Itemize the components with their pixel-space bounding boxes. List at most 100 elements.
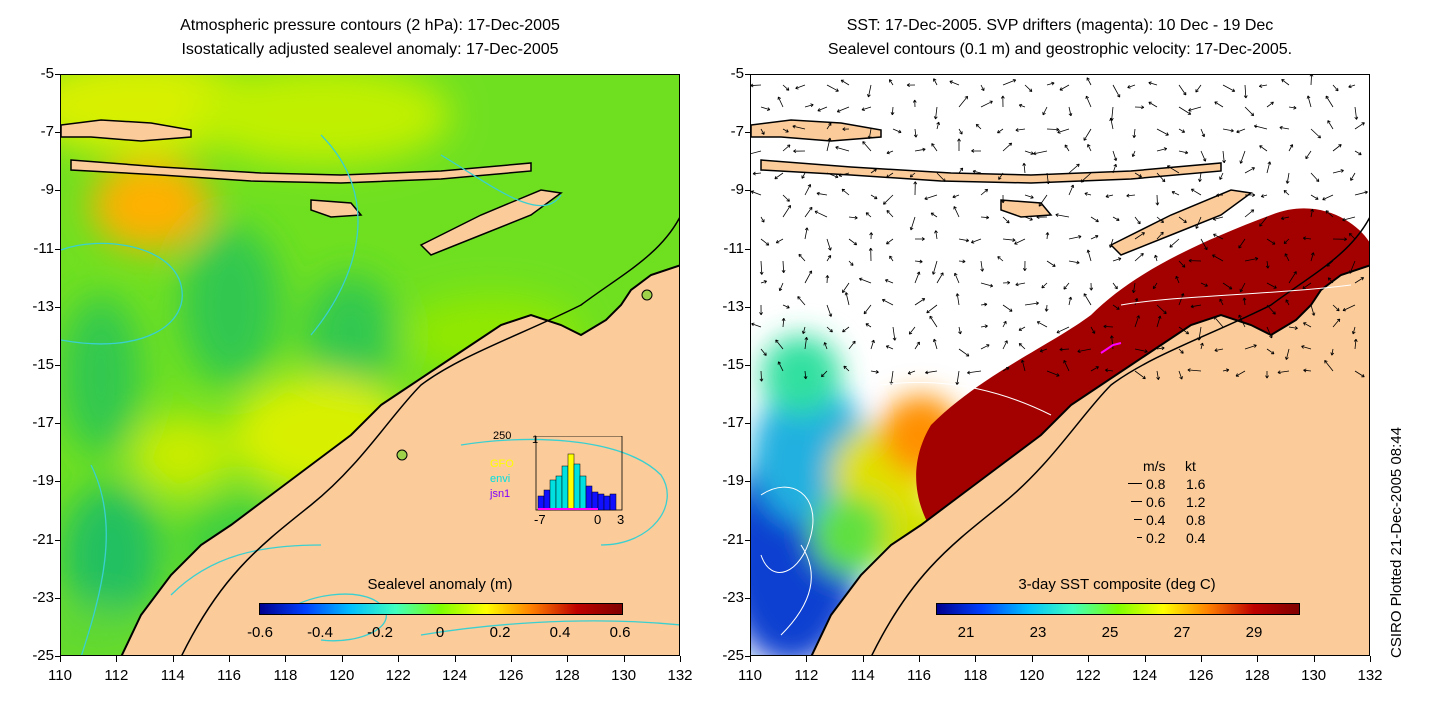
left-x-tick-mark [172,656,174,662]
velocity-arrow [777,361,784,372]
velocity-arrow [1046,370,1060,377]
velocity-arrow [929,315,938,328]
velocity-arrow [842,326,850,333]
velocity-arrow [801,172,806,179]
velocity-arrow [1260,194,1268,198]
velocity-arrow [914,259,923,264]
velocity-arrow [759,370,764,382]
velocity-legend-kt: 1.6 [1186,476,1206,492]
velocity-arrow [1354,190,1368,196]
sunda-islands [70,159,532,184]
velocity-arrow [1279,125,1290,130]
velocity-arrow [1056,326,1070,334]
velocity-arrow [782,144,791,152]
inset-sat-gfo: GFO [490,458,514,470]
right-y-tick-mark [745,306,750,308]
velocity-arrow [1169,238,1180,248]
velocity-arrow [1332,144,1342,152]
australia-land [810,264,1369,655]
right-map[interactable] [750,74,1370,656]
velocity-arrow [1350,172,1356,181]
velocity-arrow [821,370,828,378]
geostrophic-velocity-arrows [751,75,1368,386]
velocity-arrow [1156,172,1166,183]
left-y-tick: -5 [40,65,54,82]
velocity-arrow [913,128,918,138]
velocity-arrow [1253,124,1268,130]
velocity-arrow [1222,282,1233,290]
velocity-arrow [1156,216,1164,223]
velocity-arrow [1348,84,1356,89]
velocity-arrow [1266,161,1272,174]
velocity-arrow [1259,216,1268,227]
velocity-arrow [1126,193,1136,198]
velocity-arrow [1222,368,1230,373]
left-y-tick: -19 [32,472,54,490]
java-land [751,119,882,142]
left-colorbar-label: Sealevel anomaly (m) [367,576,513,593]
velocity-arrow [1310,194,1319,200]
velocity-arrow [1332,169,1344,174]
right-x-tick: 132 [1357,667,1383,684]
velocity-arrow [1039,348,1048,353]
velocity-arrow [980,324,988,329]
left-map[interactable] [60,74,680,656]
velocity-arrow [980,188,989,196]
velocity-arrow [1244,167,1255,174]
velocity-arrow [778,282,784,292]
velocity-arrow [1178,348,1184,354]
velocity-arrow [826,172,839,179]
velocity-arrow [1046,260,1056,267]
velocity-arrow [933,106,938,120]
velocity-arrow [1002,280,1011,285]
velocity-arrow [1324,360,1334,372]
velocity-arrow [953,206,960,218]
sunda-islands [760,159,1222,184]
right-x-tick: 126 [1188,667,1214,684]
velocity-arrow [782,304,790,309]
velocity-arrow [1083,293,1092,306]
right-y-tick: -21 [722,530,744,548]
right-y-tick: -25 [722,647,744,664]
velocity-arrow [926,304,938,314]
velocity-arrow [892,326,897,341]
velocity-arrow [1105,368,1114,373]
left-y-tick-mark [55,132,60,134]
velocity-arrow [1280,216,1290,221]
velocity-arrow [1285,348,1290,360]
right-y-tick-mark [745,74,750,75]
velocity-arrow [1112,257,1122,262]
left-colorbar-tick: 0.4 [549,624,571,641]
right-colorbar-tick: 27 [1173,624,1191,641]
velocity-arrow [1068,296,1073,306]
velocity-arrow [924,194,938,201]
velocity-arrow [1018,103,1026,108]
velocity-arrow [1188,258,1202,263]
left-y-tick: -25 [32,647,54,664]
velocity-arrow [1148,81,1158,86]
velocity-legend-arrow [1128,483,1142,484]
velocity-arrow [980,215,990,220]
velocity-arrow [958,259,966,264]
velocity-arrow [759,260,764,275]
right-x-tick: 112 [794,667,819,684]
velocity-arrow [862,141,872,152]
inset-y-top-label: 1 [532,434,539,446]
velocity-arrow [1244,344,1257,350]
timor-island [1109,189,1253,256]
velocity-arrow [844,292,850,306]
left-x-tick-mark [567,656,569,662]
left-colorbar-tick: -0.2 [367,624,393,641]
velocity-arrow [793,149,806,154]
left-x-tick: 116 [217,667,242,684]
velocity-arrow [760,216,765,223]
left-y-tick-mark [55,190,60,192]
velocity-arrow [1131,282,1136,294]
velocity-arrow [777,96,784,108]
left-x-tick: 122 [385,667,411,684]
velocity-arrow [1310,128,1321,139]
velocity-arrow [1090,235,1099,240]
velocity-arrow [1127,84,1136,89]
velocity-arrow [1002,340,1008,350]
right-title-line1: SST: 17-Dec-2005. SVP drifters (magenta)… [846,17,1274,34]
